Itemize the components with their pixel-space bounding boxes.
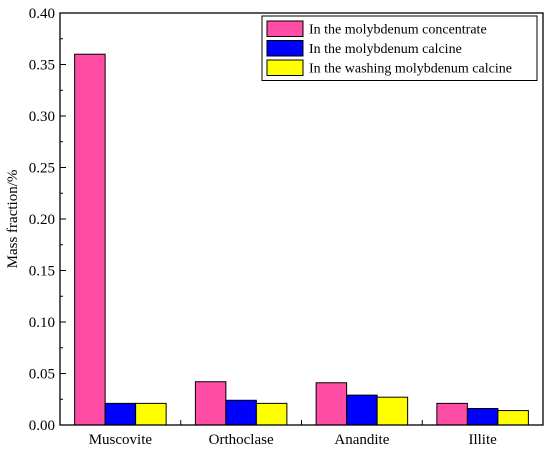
ticks-layer: 0.00 0.05 0.10 0.15 0.20 0.25 0.30 0.35 0.40 Musc…: [29, 6, 497, 448]
bar-2-muscovite: [104, 402, 137, 426]
legend: In the molybdenum concentrate In the moly…: [261, 15, 538, 81]
y-tick-label-3: 0.15: [29, 264, 55, 280]
x-tick-label-anandite: Anandite: [334, 432, 389, 448]
bar-1-orthoclase: [194, 381, 227, 426]
bar-2-illite: [466, 408, 499, 426]
y-tick-label-6: 0.30: [29, 109, 55, 125]
bar-3-anandite: [376, 396, 409, 426]
y-tick-label-2: 0.10: [29, 315, 55, 331]
y-tick-label-8: 0.40: [29, 6, 55, 22]
legend-label-1: In the molybdenum concentrate: [309, 23, 487, 38]
legend-frame: [261, 15, 538, 81]
legend-swatch-2: [266, 40, 304, 57]
bar-2-anandite: [346, 394, 378, 426]
bars-layer: [74, 53, 529, 426]
y-axis-label: Mass fraction/%: [5, 170, 21, 269]
x-tick-label-muscovite: Muscovite: [89, 432, 153, 448]
bar-1-illite: [436, 402, 468, 426]
y-tick-label-7: 0.35: [29, 58, 55, 74]
legend-label-2: In the molybdenum calcine: [309, 42, 462, 57]
bar-3-orthoclase: [255, 402, 288, 426]
bar-3-illite: [497, 410, 529, 426]
bar-3-muscovite: [135, 402, 167, 426]
bar-1-anandite: [315, 382, 348, 426]
x-tick-label-illite: Illite: [468, 432, 497, 448]
legend-label-3: In the washing molybdenum calcine: [309, 62, 512, 77]
bar-1-muscovite: [74, 53, 106, 426]
y-tick-label-0: 0.00: [29, 418, 55, 434]
legend-swatch-3: [266, 59, 304, 76]
y-tick-label-5: 0.25: [29, 161, 55, 177]
x-tick-label-orthoclase: Orthoclase: [209, 432, 274, 448]
y-tick-label-4: 0.20: [29, 212, 55, 228]
bar-2-orthoclase: [225, 399, 257, 426]
legend-swatch-1: [266, 20, 304, 37]
y-tick-label-1: 0.05: [29, 367, 55, 383]
